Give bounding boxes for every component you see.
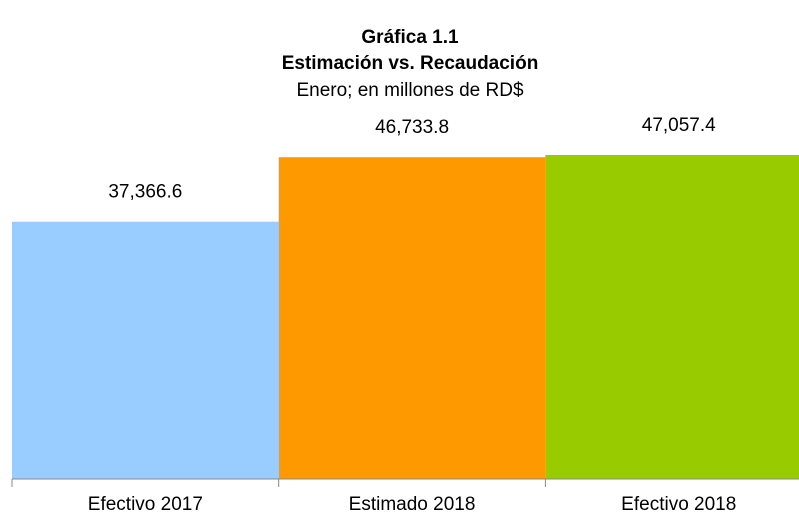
x-tick-label: Efectivo 2017	[88, 494, 203, 515]
bar	[545, 155, 799, 479]
data-label: 47,057.4	[642, 115, 716, 136]
x-tick-label: Estimado 2018	[349, 494, 476, 515]
bar	[12, 221, 279, 479]
x-tick-label: Efectivo 2018	[621, 494, 736, 515]
bar	[278, 157, 546, 479]
data-label: 46,733.8	[375, 117, 449, 138]
chart-title: Gráfica 1.1	[361, 27, 459, 48]
data-label: 37,366.6	[108, 182, 182, 203]
chart-subtitle: Estimación vs. Recaudación	[282, 53, 539, 74]
chart-subtitle: Enero; en millones de RD$	[296, 80, 523, 101]
